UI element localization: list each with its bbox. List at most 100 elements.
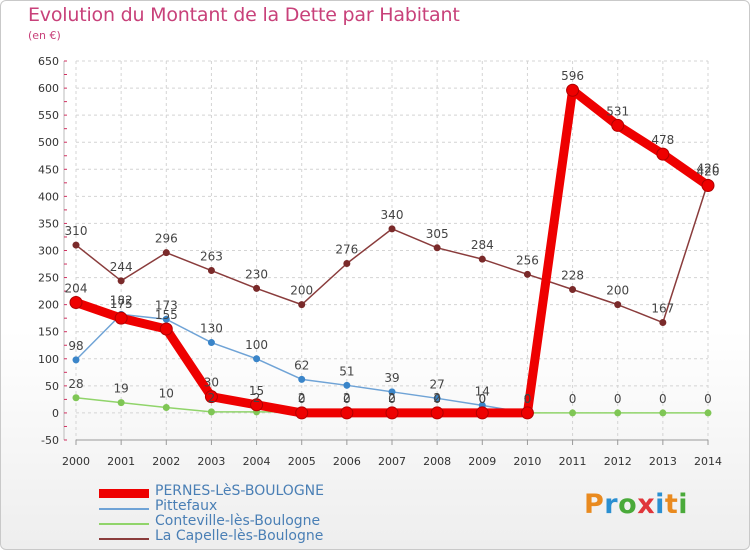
logo-letter: r <box>604 489 619 520</box>
data-label: 10 <box>159 387 174 401</box>
x-tick-label: 2002 <box>152 455 180 468</box>
logo-letter: t <box>664 489 679 520</box>
data-label: 167 <box>651 302 674 316</box>
y-tick-label: 450 <box>38 163 59 176</box>
x-tick-label: 2013 <box>649 455 677 468</box>
data-label: 0 <box>388 392 396 406</box>
series-0-point <box>520 406 534 420</box>
series-0-point <box>250 398 264 412</box>
legend-label: PERNES-LèS-BOULOGNE <box>155 483 324 499</box>
series-2-point <box>614 409 622 417</box>
logo-letter: x <box>637 489 656 520</box>
y-tick-label: 100 <box>38 353 59 366</box>
x-tick-label: 2000 <box>62 455 90 468</box>
y-tick-label: 400 <box>38 190 59 203</box>
y-tick-label: 500 <box>38 136 59 149</box>
data-label: 14 <box>475 384 490 398</box>
logo-letter: i <box>655 489 665 520</box>
data-labels: 204 175 155 30 15 0 0 0 0 0 0 596 531 478 420 98 182 173 1… <box>65 69 720 406</box>
y-tick-label: 300 <box>38 245 59 258</box>
data-label: 200 <box>606 284 629 298</box>
series-3-point <box>523 270 531 278</box>
series-0-point <box>611 118 625 132</box>
x-tick-label: 2005 <box>288 455 316 468</box>
y-tick-label: 0 <box>52 407 59 420</box>
x-tick-label: 2012 <box>604 455 632 468</box>
data-label: 230 <box>245 267 268 281</box>
data-label: 0 <box>524 392 532 406</box>
series-3-point <box>207 267 215 275</box>
data-label: 263 <box>200 250 223 264</box>
data-label: 2 <box>298 391 306 405</box>
x-tick-label: 2008 <box>423 455 451 468</box>
data-label: 19 <box>114 382 129 396</box>
series-3-point <box>298 301 306 309</box>
series-0-point <box>114 311 128 325</box>
data-label: 27 <box>430 377 445 391</box>
series-0-point <box>385 406 399 420</box>
series-0-point <box>159 322 173 336</box>
data-label: 0 <box>478 392 486 406</box>
legend-swatch <box>99 508 149 510</box>
series-3-point <box>117 277 125 285</box>
y-tick-label: 650 <box>38 55 59 68</box>
series-1-point <box>388 388 396 396</box>
series-2-point <box>162 404 170 412</box>
series-2-point <box>72 394 80 402</box>
series-2-point <box>659 409 667 417</box>
data-label: 0 <box>614 392 622 406</box>
series-3-point <box>253 284 261 292</box>
data-label: 155 <box>155 308 178 322</box>
series-0-point <box>701 179 715 193</box>
data-label: 0 <box>433 392 441 406</box>
data-label: 182 <box>110 293 133 307</box>
legend-label: Conteville-lès-Boulogne <box>155 513 321 529</box>
axes: -500501001502002503003504004505005506006… <box>38 55 722 468</box>
series-3-point <box>343 259 351 267</box>
series-2-point <box>569 409 577 417</box>
data-label: 0 <box>659 392 667 406</box>
series-2-point <box>207 408 215 416</box>
logo-letter: i <box>678 489 689 520</box>
y-tick-label: 150 <box>38 326 59 339</box>
x-tick-label: 2004 <box>243 455 271 468</box>
series-1-point <box>253 355 261 363</box>
y-tick-label: 250 <box>38 272 59 285</box>
data-label: 28 <box>68 377 83 391</box>
data-label: 0 <box>704 392 712 406</box>
series-0-point <box>475 406 489 420</box>
data-label: 175 <box>110 297 133 311</box>
data-label: 596 <box>561 69 584 83</box>
data-label: 276 <box>335 242 358 256</box>
data-label: 130 <box>200 322 223 336</box>
x-tick-label: 2011 <box>559 455 587 468</box>
series-1-point <box>433 394 441 402</box>
legend-label: La Capelle-lès-Boulogne <box>155 528 324 544</box>
series-0-point <box>656 147 670 161</box>
y-tick-label: 550 <box>38 109 59 122</box>
y-tick-label: 50 <box>45 380 59 393</box>
x-tick-label: 2009 <box>468 455 496 468</box>
series-3-point <box>659 319 667 327</box>
unit-label: (en €) <box>28 29 61 42</box>
legend-swatch <box>99 538 149 540</box>
x-tick-label: 2003 <box>197 455 225 468</box>
data-label: 0 <box>478 392 486 406</box>
x-tick-label: 2007 <box>378 455 406 468</box>
data-label: 0 <box>343 392 351 406</box>
data-label: 305 <box>426 227 449 241</box>
data-label: 2 <box>388 391 396 405</box>
y-tick-label: 600 <box>38 82 59 95</box>
series-1-point <box>72 356 80 364</box>
series-3-point <box>388 225 396 233</box>
data-label: 15 <box>249 384 264 398</box>
y-tick-label: -50 <box>41 434 59 447</box>
series-0-point <box>204 390 218 404</box>
series-0-point <box>295 406 309 420</box>
data-label: 98 <box>68 339 83 353</box>
data-label: 256 <box>516 253 539 267</box>
data-label: 62 <box>294 358 309 372</box>
series-1-point <box>343 381 351 389</box>
